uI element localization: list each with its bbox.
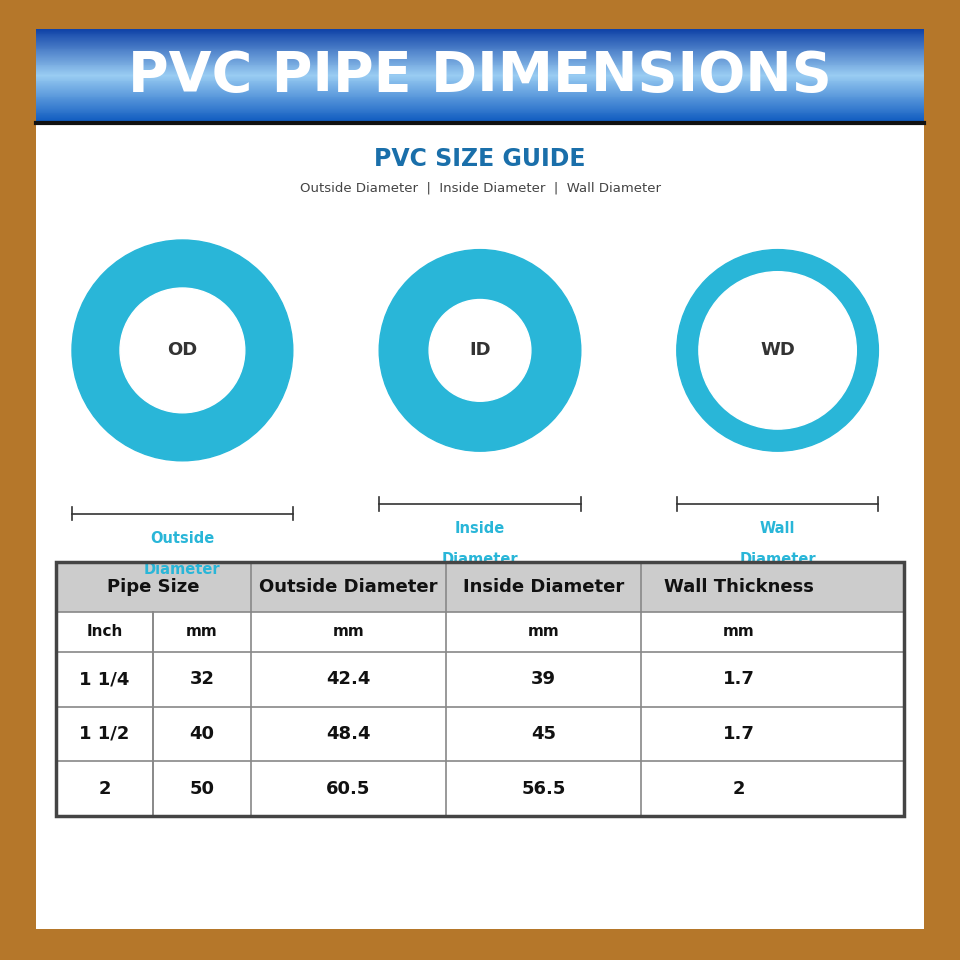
Text: Inside Diameter: Inside Diameter bbox=[463, 578, 624, 595]
Bar bbox=[56, 761, 904, 816]
Bar bbox=[56, 562, 904, 816]
Circle shape bbox=[699, 272, 856, 429]
Text: Wall: Wall bbox=[760, 521, 795, 537]
Text: 45: 45 bbox=[531, 725, 556, 743]
Text: 1 1/2: 1 1/2 bbox=[80, 725, 130, 743]
Text: Outside Diameter: Outside Diameter bbox=[259, 578, 438, 595]
Text: Wall Thickness: Wall Thickness bbox=[664, 578, 814, 595]
Text: mm: mm bbox=[528, 624, 560, 639]
Text: 1 1/4: 1 1/4 bbox=[80, 670, 130, 688]
Text: PVC SIZE GUIDE: PVC SIZE GUIDE bbox=[374, 148, 586, 171]
Bar bbox=[56, 562, 904, 612]
Text: Diameter: Diameter bbox=[739, 552, 816, 567]
Text: Inside: Inside bbox=[455, 521, 505, 537]
Text: mm: mm bbox=[186, 624, 218, 639]
Bar bbox=[56, 612, 904, 652]
Text: 40: 40 bbox=[189, 725, 215, 743]
Text: 32: 32 bbox=[189, 670, 215, 688]
Circle shape bbox=[120, 288, 245, 413]
Text: Outside: Outside bbox=[151, 531, 214, 546]
Circle shape bbox=[429, 300, 531, 401]
Bar bbox=[56, 652, 904, 707]
Text: Diameter: Diameter bbox=[144, 562, 221, 577]
Circle shape bbox=[72, 240, 293, 461]
Text: WD: WD bbox=[760, 342, 795, 359]
Circle shape bbox=[677, 250, 878, 451]
Circle shape bbox=[379, 250, 581, 451]
Text: 2: 2 bbox=[732, 780, 745, 798]
Text: OD: OD bbox=[167, 342, 198, 359]
Text: Outside Diameter  |  Inside Diameter  |  Wall Diameter: Outside Diameter | Inside Diameter | Wal… bbox=[300, 181, 660, 195]
Text: Pipe Size: Pipe Size bbox=[107, 578, 200, 595]
Text: mm: mm bbox=[332, 624, 365, 639]
Text: 2: 2 bbox=[98, 780, 110, 798]
Text: Inch: Inch bbox=[86, 624, 123, 639]
Text: 60.5: 60.5 bbox=[326, 780, 371, 798]
Bar bbox=[56, 707, 904, 761]
Text: ID: ID bbox=[469, 342, 491, 359]
Text: Diameter: Diameter bbox=[442, 552, 518, 567]
Text: 50: 50 bbox=[189, 780, 215, 798]
Text: 42.4: 42.4 bbox=[326, 670, 371, 688]
Text: 39: 39 bbox=[531, 670, 556, 688]
Text: mm: mm bbox=[723, 624, 755, 639]
Text: 56.5: 56.5 bbox=[521, 780, 565, 798]
Text: PVC PIPE DIMENSIONS: PVC PIPE DIMENSIONS bbox=[128, 49, 832, 103]
Text: 1.7: 1.7 bbox=[723, 670, 755, 688]
Text: 48.4: 48.4 bbox=[326, 725, 371, 743]
Text: 1.7: 1.7 bbox=[723, 725, 755, 743]
